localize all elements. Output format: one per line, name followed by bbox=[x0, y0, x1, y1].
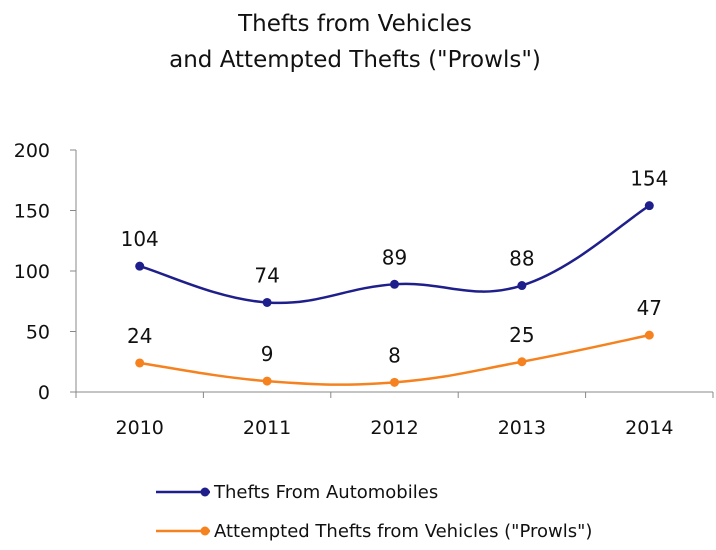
data-label: 8 bbox=[388, 343, 401, 367]
chart-title-line-1: Thefts from Vehicles bbox=[237, 11, 472, 37]
data-point bbox=[262, 297, 272, 307]
legend-label: Attempted Thefts from Vehicles ("Prowls"… bbox=[214, 521, 592, 542]
data-point bbox=[135, 261, 145, 271]
data-label: 24 bbox=[127, 324, 152, 348]
data-point bbox=[135, 358, 145, 368]
legend-swatch-marker bbox=[200, 487, 210, 497]
chart-title-line-2: and Attempted Thefts ("Prowls") bbox=[169, 47, 541, 73]
data-label: 104 bbox=[121, 227, 159, 251]
data-point bbox=[644, 330, 654, 340]
legend-item: Attempted Thefts from Vehicles ("Prowls"… bbox=[156, 521, 592, 542]
y-tick-label: 50 bbox=[26, 322, 50, 344]
series-layer: 104 74 89 88 154 24 9 8 25 47 bbox=[121, 167, 668, 387]
legend-swatch-marker bbox=[200, 526, 210, 536]
data-label: 154 bbox=[630, 167, 668, 191]
x-tick-label: 2010 bbox=[116, 417, 164, 439]
x-tick-label: 2011 bbox=[243, 417, 291, 439]
y-tick-label: 150 bbox=[14, 201, 50, 223]
legend: Thefts From Automobiles Attempted Thefts … bbox=[156, 482, 592, 542]
data-point bbox=[390, 377, 399, 387]
x-tick-label: 2014 bbox=[625, 417, 673, 439]
data-label: 74 bbox=[254, 263, 279, 287]
data-point bbox=[517, 357, 527, 367]
data-label: 88 bbox=[509, 247, 534, 271]
data-label: 89 bbox=[382, 245, 407, 269]
x-tick-label: 2012 bbox=[370, 417, 418, 439]
legend-item: Thefts From Automobiles bbox=[156, 482, 438, 503]
series-1: 104 74 89 88 154 bbox=[121, 167, 668, 307]
legend-label: Thefts From Automobiles bbox=[213, 482, 438, 503]
y-tick-label: 100 bbox=[14, 261, 50, 283]
series-2: 24 9 8 25 47 bbox=[127, 296, 662, 387]
y-ticks: 0 50 100 150 200 bbox=[14, 140, 76, 404]
data-label: 47 bbox=[637, 296, 662, 320]
y-tick-label: 200 bbox=[14, 140, 50, 162]
data-point bbox=[644, 201, 654, 211]
data-label: 9 bbox=[261, 342, 274, 366]
data-point bbox=[390, 279, 399, 289]
data-label: 25 bbox=[509, 323, 534, 347]
x-ticks: 2010 2011 2012 2013 2014 bbox=[75, 392, 714, 439]
x-tick-label: 2013 bbox=[498, 417, 546, 439]
data-point bbox=[262, 376, 272, 386]
y-tick-label: 0 bbox=[38, 382, 50, 404]
data-point bbox=[517, 281, 527, 291]
